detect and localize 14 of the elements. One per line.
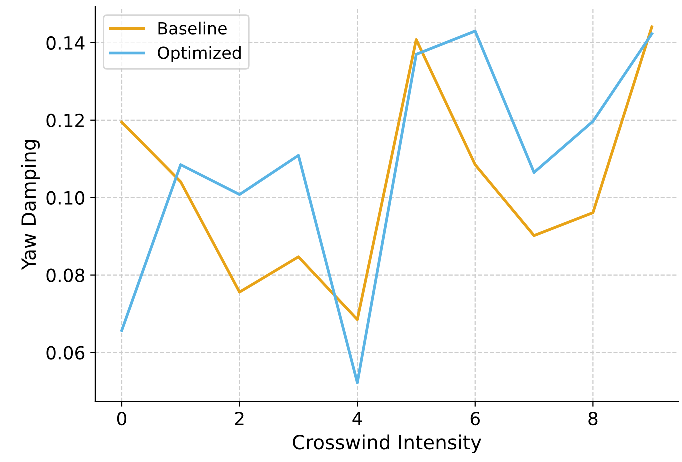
y-axis-title: Yaw Damping	[21, 140, 40, 270]
x-axis-title: Crosswind Intensity	[293, 434, 482, 454]
y-tick-label: 0.08	[46, 268, 85, 282]
y-tick-label: 0.06	[46, 346, 85, 360]
y-tick-label: 0.14	[46, 36, 85, 50]
x-tick-label: 8	[588, 412, 598, 426]
legend-label: Baseline	[158, 22, 227, 35]
y-tick-label: 0.10	[46, 191, 85, 205]
x-tick-label: 6	[470, 412, 480, 426]
legend-label: Optimized	[158, 46, 241, 63]
x-tick-label: 4	[352, 412, 362, 426]
y-tick-label: 0.12	[46, 114, 84, 128]
x-tick-label: 2	[235, 412, 244, 426]
x-tick-label: 0	[117, 412, 127, 426]
